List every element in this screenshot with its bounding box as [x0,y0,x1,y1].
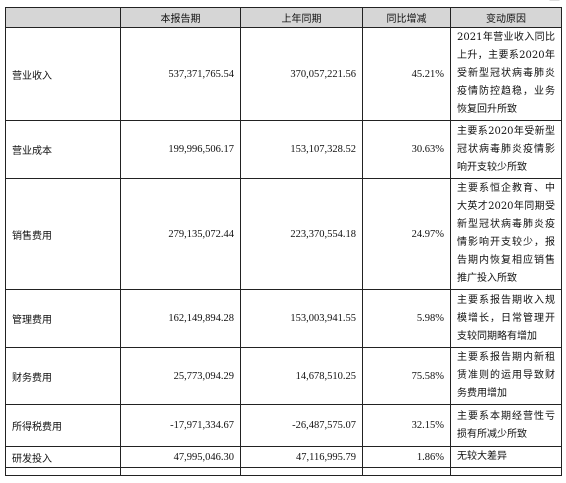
current-value: 25,773,094.29 [120,347,241,405]
change-value: 24.97% [362,178,451,290]
row-label: 营业成本 [5,120,121,179]
table-row-partial [5,467,562,476]
change-value: 30.63% [362,120,451,179]
reason-text: 2021年营业收入同比上升，主要系2020年受新型冠状病毒肺炎疫情防控趋稳，业务… [450,27,562,121]
table-row: 研发投入 47,995,046.30 47,116,995.79 1.86% 无… [5,446,562,468]
table-row: 营业成本 199,996,506.17 153,107,328.52 30.63… [5,120,562,179]
empty-cell [120,467,241,476]
current-value: 162,149,894.28 [120,289,241,348]
reason-text: 无较大差异 [450,446,562,468]
change-value: 75.58% [362,347,451,405]
prior-value: 370,057,221.56 [240,27,363,121]
table-row: 销售费用 279,135,072.44 223,370,554.18 24.97… [5,178,562,290]
table-row: 财务费用 25,773,094.29 14,678,510.25 75.58% … [5,347,562,405]
row-label: 所得税费用 [5,404,121,447]
current-value: -17,971,334.67 [120,404,241,447]
row-label: 研发投入 [5,446,121,468]
current-value: 47,995,046.30 [120,446,241,468]
row-label: 管理费用 [5,289,121,348]
header-change-reason: 变动原因 [450,7,562,28]
empty-cell [240,467,363,476]
current-value: 537,371,765.54 [120,27,241,121]
prior-value: 153,003,941.55 [240,289,363,348]
reason-text: 主要系报告期收入规模增长，日常管理开支较同期略有增加 [450,289,562,348]
reason-text: 主要系报告期内新租赁准则的运用导致财务费用增加 [450,347,562,405]
header-yoy-change: 同比增减 [362,7,451,28]
reason-text: 主要系2020年受新型冠状病毒肺炎疫情影响开支较少所致 [450,120,562,179]
table-header-row: 本报告期 上年同期 同比增减 变动原因 [5,7,562,28]
table-row: 营业收入 537,371,765.54 370,057,221.56 45.21… [5,27,562,121]
current-value: 199,996,506.17 [120,120,241,179]
reason-text: 主要系本期经营性亏损有所减少所致 [450,404,562,447]
prior-value: 14,678,510.25 [240,347,363,405]
table-row: 所得税费用 -17,971,334.67 -26,487,575.07 32.1… [5,404,562,447]
change-value: 5.98% [362,289,451,348]
change-value: 45.21% [362,27,451,121]
header-item [5,7,121,28]
page-corner-mark: — [549,0,560,6]
financial-change-table: 本报告期 上年同期 同比增减 变动原因 营业收入 537,371,765.54 … [5,7,562,476]
change-value: 1.86% [362,446,451,468]
current-value: 279,135,072.44 [120,178,241,290]
header-prior-period: 上年同期 [240,7,363,28]
prior-value: -26,487,575.07 [240,404,363,447]
row-label: 营业收入 [5,27,121,121]
row-label: 财务费用 [5,347,121,405]
empty-cell [450,467,562,476]
prior-value: 47,116,995.79 [240,446,363,468]
reason-text: 主要系恒企教育、中大英才2020年同期受新型冠状病毒肺炎疫情影响开支较少，报告期… [450,178,562,290]
empty-cell [362,467,451,476]
table-row: 管理费用 162,149,894.28 153,003,941.55 5.98%… [5,289,562,348]
prior-value: 153,107,328.52 [240,120,363,179]
header-current-period: 本报告期 [120,7,241,28]
empty-cell [5,467,121,476]
row-label: 销售费用 [5,178,121,290]
prior-value: 223,370,554.18 [240,178,363,290]
change-value: 32.15% [362,404,451,447]
